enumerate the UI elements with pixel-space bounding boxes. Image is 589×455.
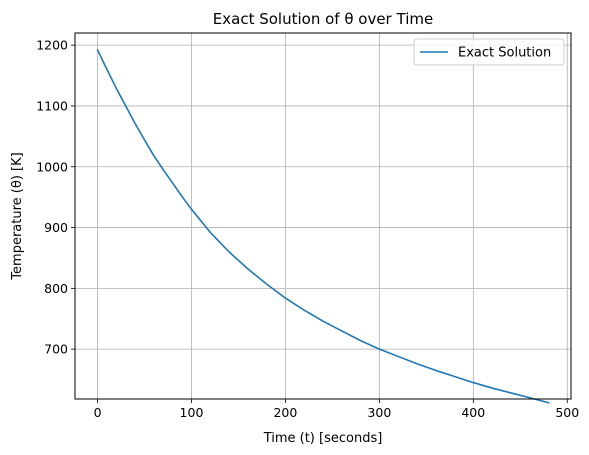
chart-title: Exact Solution of θ over Time: [213, 10, 433, 28]
y-tick-label: 1000: [36, 159, 68, 174]
legend: Exact Solution: [413, 38, 565, 66]
x-tick-label: 0: [94, 405, 102, 420]
y-tick-label: 1100: [36, 98, 68, 113]
y-tick-label: 1200: [36, 38, 68, 53]
x-axis: 0 100 200 300 400 500: [94, 399, 579, 420]
x-tick-label: 300: [367, 405, 391, 420]
y-tick-label: 900: [44, 220, 68, 235]
y-tick-label: 800: [44, 281, 68, 296]
plot-area-frame: [74, 32, 572, 400]
x-tick-label: 200: [273, 405, 297, 420]
x-tick-label: 100: [180, 405, 204, 420]
y-axis: 700 800 900 1000 1100 1200: [36, 38, 75, 357]
y-tick-label: 700: [44, 342, 68, 357]
x-tick-label: 400: [461, 405, 485, 420]
x-axis-label: Time (t) [seconds]: [263, 431, 383, 446]
series-line: [96, 48, 550, 404]
series-layer: [96, 48, 550, 404]
x-tick-label: 500: [555, 405, 579, 420]
legend-label: Exact Solution: [458, 46, 551, 61]
legend-box: [413, 38, 565, 66]
y-axis-label: Temperature (θ) [K]: [10, 152, 25, 280]
grid: [75, 33, 571, 399]
